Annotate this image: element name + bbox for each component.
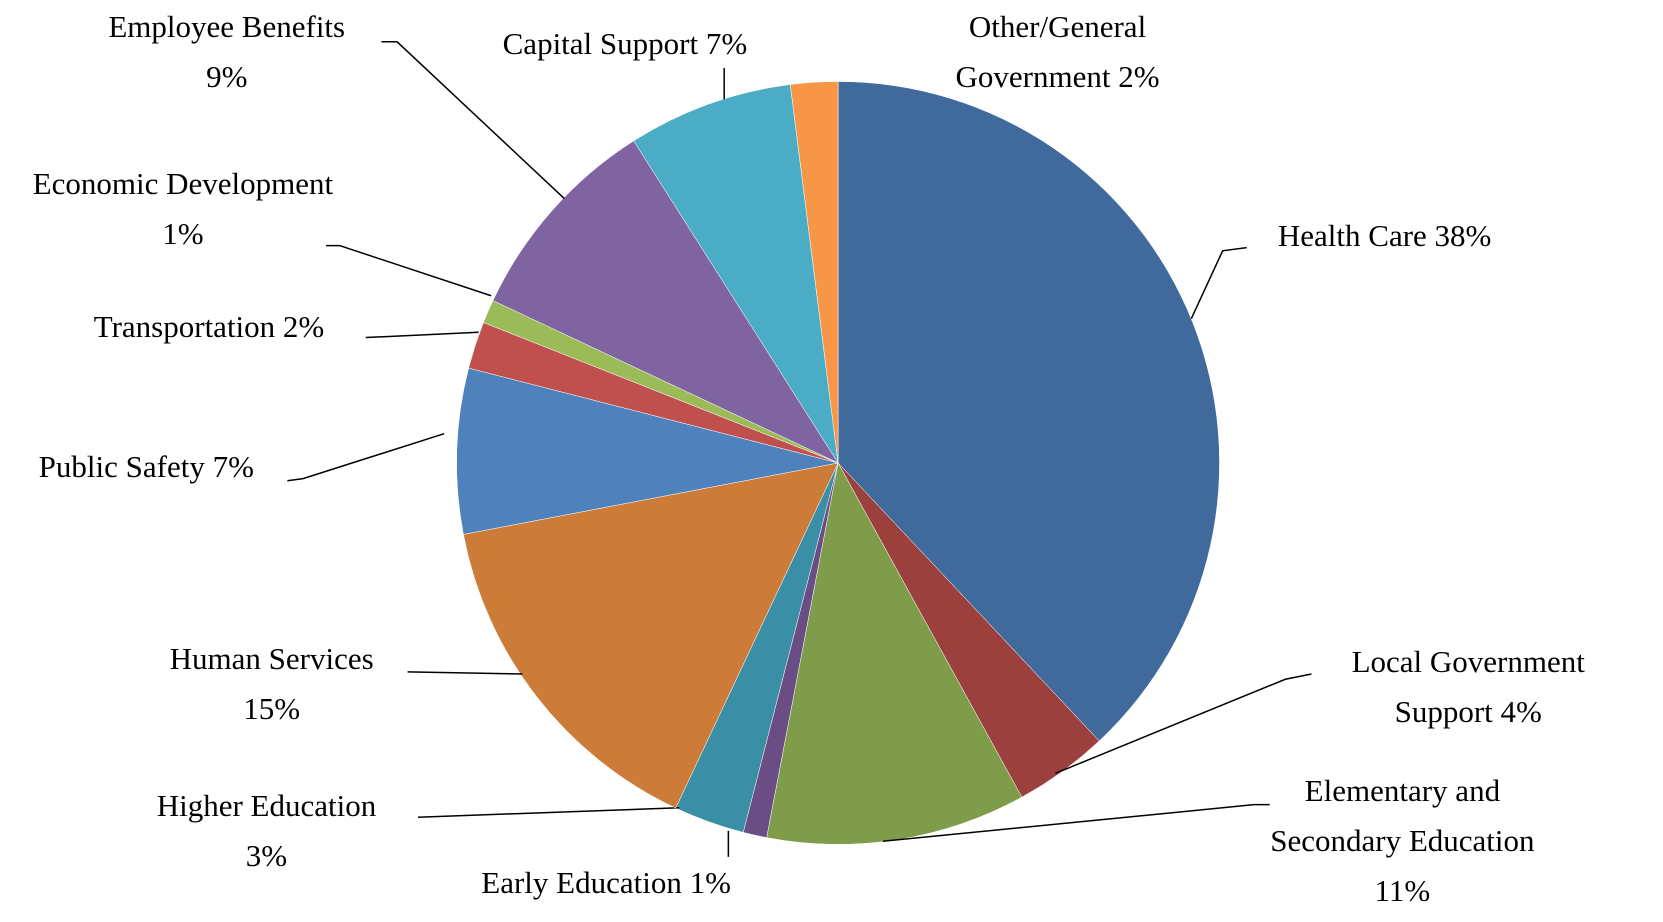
slice-label: Economic Development 1% (26, 159, 340, 259)
slice-label: Early Education 1% (418, 858, 794, 908)
slice-label: Transportation 2% (37, 302, 382, 352)
slice-label: Employee Benefits 9% (60, 2, 394, 102)
leader-line (1190, 246, 1247, 320)
category-name: Local Government Support (1351, 643, 1585, 729)
category-name: Higher Education (156, 787, 377, 823)
slice-label: Public Safety 7% (0, 442, 303, 492)
value-label: 9% (206, 59, 248, 95)
slice-label: Local Government Support 4% (1301, 637, 1635, 737)
value-label: 11% (1374, 873, 1431, 909)
category-name: Human Services (169, 641, 374, 677)
slice-label: Higher Education 3% (99, 781, 433, 881)
value-label: 2% (282, 309, 325, 345)
value-label: 1% (162, 216, 204, 251)
leader-line (326, 244, 492, 297)
pie-slice (456, 367, 839, 535)
slice-label: Capital Support 7% (447, 19, 802, 69)
category-name: Early Education (481, 865, 682, 901)
slice-label: Other/General Government 2% (916, 2, 1198, 102)
pie-slice (837, 81, 1220, 742)
pie-slice (463, 462, 839, 809)
leader-line (381, 41, 565, 200)
value-label: 38% (1434, 218, 1492, 254)
category-name: Public Safety (38, 449, 205, 485)
slice-label: Health Care 38% (1217, 211, 1551, 261)
category-name: Health Care (1277, 218, 1427, 254)
category-name: Capital Support (502, 25, 699, 61)
category-name: Other/General Government (955, 9, 1147, 95)
pie-slice (492, 140, 839, 464)
value-label: 3% (245, 837, 288, 873)
value-label: 7% (705, 25, 748, 61)
leader-line (365, 331, 479, 339)
value-label: 2% (1118, 59, 1160, 95)
leader-line (1055, 673, 1312, 774)
category-name: Employee Benefits (108, 9, 346, 45)
slice-label: Elementary and Secondary Education 11% (1261, 766, 1543, 916)
leader-line (882, 803, 1270, 842)
category-name: Economic Development (32, 166, 334, 201)
slice-label: Human Services 15% (104, 634, 438, 734)
pie-slice (633, 84, 839, 464)
leader-line (407, 671, 523, 675)
category-name: Elementary and Secondary Education (1270, 773, 1535, 859)
value-label: 7% (212, 449, 254, 485)
leader-line (287, 432, 445, 482)
leader-line (417, 807, 680, 818)
pie-slice (790, 81, 839, 463)
value-label: 1% (689, 865, 731, 901)
category-name: Transportation (93, 309, 276, 345)
value-label: 4% (1500, 693, 1542, 729)
value-label: 15% (243, 691, 301, 727)
